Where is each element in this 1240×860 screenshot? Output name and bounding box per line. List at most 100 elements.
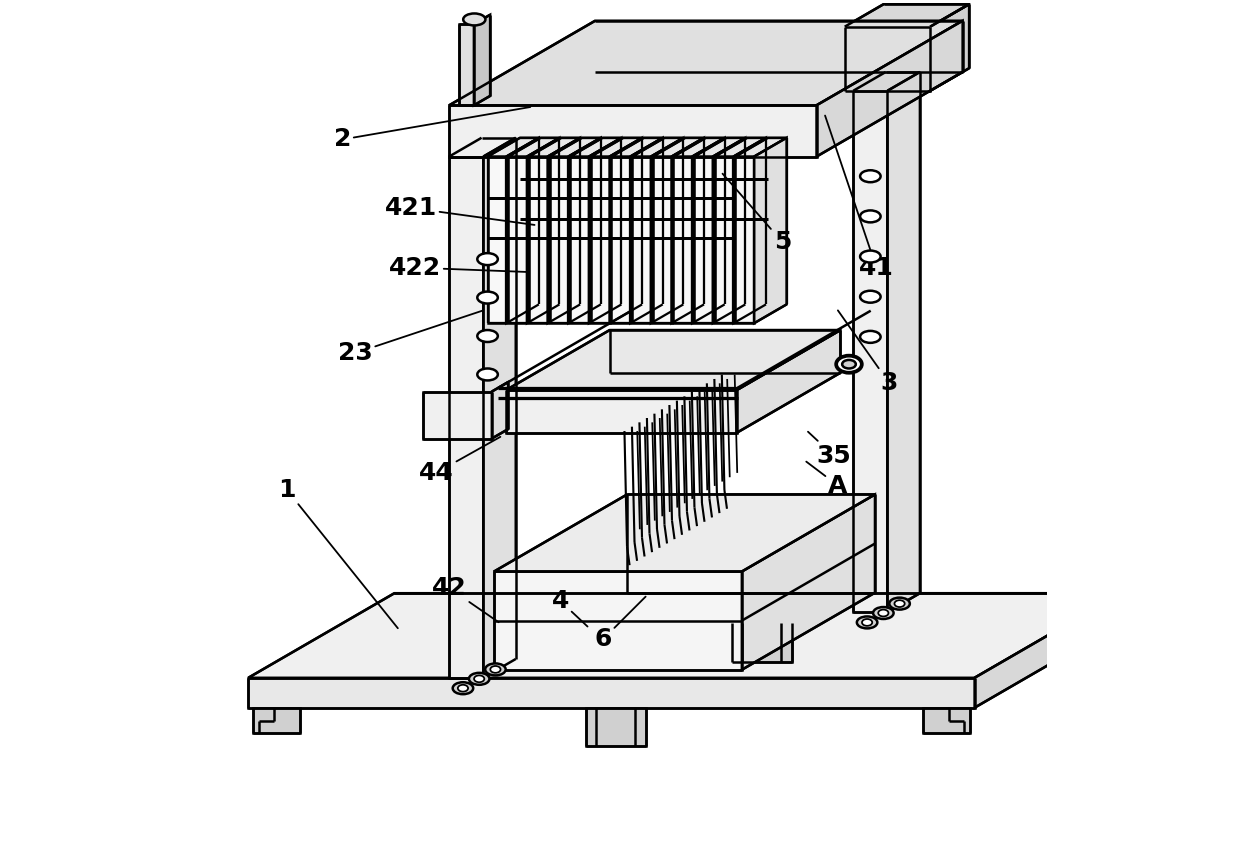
Polygon shape: [528, 138, 580, 157]
Text: 422: 422: [389, 255, 526, 280]
Ellipse shape: [477, 368, 497, 380]
Ellipse shape: [490, 666, 501, 673]
Polygon shape: [449, 138, 516, 157]
Polygon shape: [630, 138, 662, 323]
Polygon shape: [253, 708, 300, 734]
Ellipse shape: [477, 253, 497, 265]
Ellipse shape: [836, 356, 862, 372]
Polygon shape: [930, 4, 970, 91]
Ellipse shape: [474, 675, 485, 682]
Polygon shape: [568, 138, 600, 323]
Polygon shape: [611, 138, 662, 157]
Polygon shape: [424, 391, 492, 439]
Ellipse shape: [857, 617, 878, 629]
Polygon shape: [570, 157, 589, 323]
Ellipse shape: [842, 360, 856, 368]
Text: 2: 2: [334, 107, 531, 151]
Polygon shape: [492, 382, 508, 439]
Ellipse shape: [878, 610, 889, 617]
Polygon shape: [975, 593, 1121, 708]
Polygon shape: [590, 157, 610, 323]
Polygon shape: [742, 494, 875, 670]
Ellipse shape: [894, 600, 905, 607]
Polygon shape: [652, 157, 672, 323]
Ellipse shape: [469, 673, 490, 685]
Ellipse shape: [889, 598, 910, 610]
Polygon shape: [549, 157, 568, 323]
Polygon shape: [611, 157, 630, 323]
Ellipse shape: [861, 291, 880, 303]
Ellipse shape: [477, 330, 497, 342]
Polygon shape: [548, 138, 580, 323]
Ellipse shape: [458, 685, 467, 691]
Polygon shape: [449, 157, 484, 678]
Polygon shape: [735, 157, 754, 323]
Ellipse shape: [861, 331, 880, 343]
Polygon shape: [487, 138, 539, 157]
Text: 35: 35: [808, 432, 851, 468]
Polygon shape: [844, 4, 970, 27]
Text: 44: 44: [419, 437, 501, 485]
Polygon shape: [924, 708, 971, 734]
Ellipse shape: [861, 250, 880, 262]
Text: 3: 3: [838, 310, 898, 395]
Polygon shape: [590, 138, 642, 157]
Ellipse shape: [477, 292, 497, 304]
Ellipse shape: [861, 170, 880, 182]
Polygon shape: [734, 138, 766, 323]
Text: 6: 6: [594, 597, 646, 651]
Text: 421: 421: [384, 196, 534, 225]
Text: 42: 42: [432, 576, 498, 623]
Polygon shape: [694, 157, 713, 323]
Polygon shape: [732, 624, 792, 661]
Polygon shape: [484, 138, 516, 678]
Text: 5: 5: [723, 174, 791, 254]
Polygon shape: [449, 21, 962, 105]
Polygon shape: [673, 157, 692, 323]
Polygon shape: [589, 138, 621, 323]
Polygon shape: [651, 138, 683, 323]
Text: A: A: [806, 462, 848, 498]
Polygon shape: [853, 72, 920, 91]
Polygon shape: [487, 157, 506, 323]
Polygon shape: [888, 72, 920, 612]
Text: 1: 1: [278, 478, 398, 629]
Polygon shape: [248, 593, 1121, 678]
Polygon shape: [494, 494, 875, 572]
Polygon shape: [694, 138, 745, 157]
Polygon shape: [735, 138, 786, 157]
Polygon shape: [714, 157, 734, 323]
Ellipse shape: [861, 211, 880, 223]
Polygon shape: [459, 24, 474, 105]
Polygon shape: [610, 138, 642, 323]
Polygon shape: [652, 138, 704, 157]
Polygon shape: [673, 138, 724, 157]
Polygon shape: [528, 157, 548, 323]
Polygon shape: [672, 138, 704, 323]
Polygon shape: [737, 330, 841, 433]
Polygon shape: [713, 138, 745, 323]
Polygon shape: [508, 157, 527, 323]
Polygon shape: [527, 138, 559, 323]
Text: 23: 23: [337, 310, 484, 366]
Ellipse shape: [464, 14, 485, 26]
Polygon shape: [816, 21, 962, 157]
Polygon shape: [844, 27, 930, 91]
Ellipse shape: [862, 619, 872, 626]
Polygon shape: [506, 390, 737, 433]
Polygon shape: [474, 15, 490, 105]
Polygon shape: [248, 678, 975, 708]
Polygon shape: [754, 138, 786, 323]
Polygon shape: [506, 138, 539, 323]
Text: 4: 4: [552, 589, 588, 627]
Polygon shape: [853, 91, 888, 612]
Polygon shape: [506, 330, 841, 390]
Polygon shape: [494, 572, 742, 670]
Ellipse shape: [873, 607, 894, 619]
Polygon shape: [692, 138, 724, 323]
Polygon shape: [508, 138, 559, 157]
Polygon shape: [632, 138, 683, 157]
Polygon shape: [714, 138, 766, 157]
Polygon shape: [449, 105, 816, 157]
Polygon shape: [585, 708, 646, 746]
